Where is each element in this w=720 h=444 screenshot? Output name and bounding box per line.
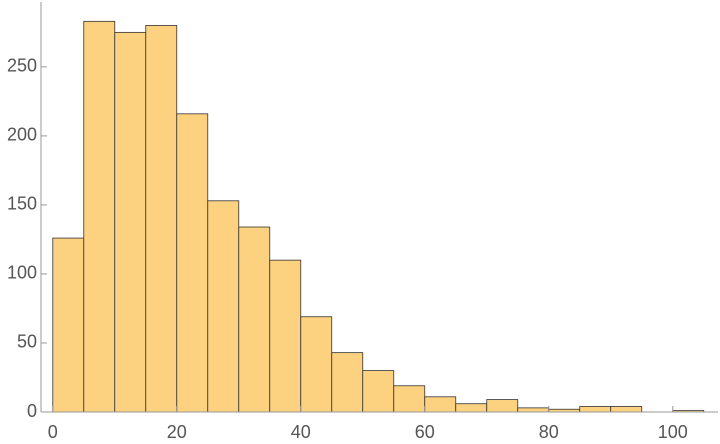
x-tick-label: 60	[415, 422, 435, 442]
bar	[269, 259, 302, 413]
x-tick-label: 40	[291, 422, 311, 442]
bar	[362, 370, 395, 413]
y-tick-label: 50	[17, 332, 37, 352]
x-tick-label: 100	[658, 422, 688, 442]
bar	[176, 113, 209, 413]
bar	[331, 352, 364, 413]
y-tick-label: 200	[7, 125, 37, 145]
bar	[610, 406, 643, 413]
y-tick-label: 0	[27, 401, 37, 421]
bar	[517, 407, 550, 413]
bar	[393, 385, 426, 413]
bar	[145, 25, 178, 413]
x-tick-label: 20	[167, 422, 187, 442]
bar	[486, 399, 519, 413]
bar	[424, 396, 457, 413]
bar	[83, 20, 116, 413]
bar	[114, 31, 147, 413]
bar	[207, 200, 240, 413]
y-tick-label: 150	[7, 194, 37, 214]
bar	[300, 316, 333, 413]
bar	[579, 406, 612, 413]
y-tick-label: 250	[7, 56, 37, 76]
x-tick-label: 0	[48, 422, 58, 442]
bar	[52, 237, 85, 413]
bar	[455, 403, 488, 413]
y-tick-label: 100	[7, 263, 37, 283]
x-tick-label: 80	[539, 422, 559, 442]
bar	[238, 226, 271, 413]
